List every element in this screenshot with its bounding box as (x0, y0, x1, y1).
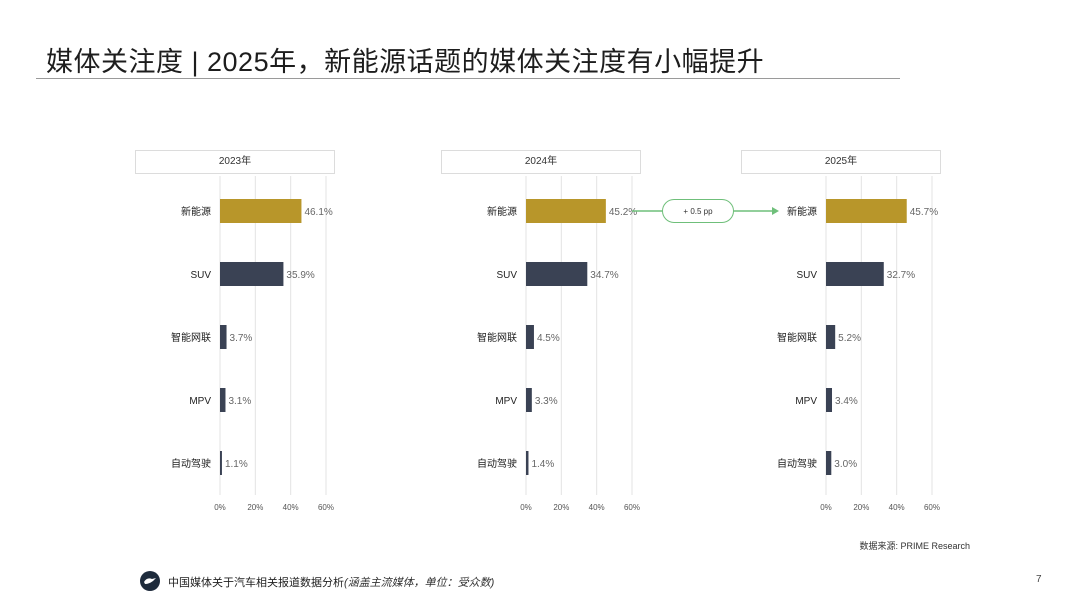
category-label: SUV (796, 270, 817, 281)
bar (220, 325, 227, 349)
category-label: 自动驾驶 (477, 457, 517, 470)
x-tick-label: 20% (247, 503, 263, 512)
bar (826, 451, 832, 475)
chart-2023-plot: 0% 20% 40% 60% 新能源 46.1% SUV 35.9% 智能网联 3.7% MPV 3.… (171, 176, 334, 512)
chart-2025-plot: 0% 20% 40% 60% 新能源 45.7% SUV 32.7% 智能网联 5.2% MPV 3.… (777, 176, 940, 512)
company-logo-icon (140, 571, 160, 591)
footer-note: (涵盖主流媒体，单位：受众数) (344, 577, 495, 589)
page-number: 7 (1036, 574, 1042, 585)
category-label: 自动驾驶 (171, 457, 211, 470)
category-label: 智能网联 (777, 331, 817, 344)
bar (526, 199, 606, 223)
category-label: 自动驾驶 (777, 457, 817, 470)
data-label: 3.1% (228, 396, 251, 407)
x-tick-label: 0% (214, 503, 226, 512)
change-bubble: + 0.5 pp (662, 199, 734, 223)
category-label: 智能网联 (171, 331, 211, 344)
category-label: MPV (795, 396, 817, 407)
data-label: 4.5% (537, 333, 560, 344)
x-tick-label: 0% (520, 503, 532, 512)
bar (826, 325, 836, 349)
data-label: 46.1% (304, 207, 332, 218)
category-label: 新能源 (487, 205, 517, 218)
footer-text: 中国媒体关于汽车相关报道数据分析(涵盖主流媒体，单位：受众数) (168, 574, 494, 590)
data-label: 3.0% (834, 459, 857, 470)
category-label: 智能网联 (477, 331, 517, 344)
chart-title: 2025年 (741, 150, 941, 174)
bar (526, 388, 532, 412)
data-label: 3.7% (230, 333, 253, 344)
bar (826, 262, 884, 286)
bar (526, 262, 588, 286)
x-tick-label: 60% (924, 503, 940, 512)
category-label: 新能源 (787, 205, 817, 218)
chart-2024: 2024年 0% 20% 40% 60% 新能源 45.2% SUV 34.7% 智能网联 4.5… (441, 150, 651, 520)
title-divider (36, 78, 900, 79)
source-note: 数据来源: PRIME Research (859, 541, 970, 551)
chart-2023: 2023年 0% 20% 40% 60% 新能源 46.1% SUV 35.9% 智能网联 3.7… (135, 150, 345, 520)
data-label: 3.4% (835, 396, 858, 407)
bar (826, 388, 833, 412)
bar (526, 451, 529, 475)
data-label: 35.9% (286, 270, 314, 281)
x-tick-label: 20% (553, 503, 569, 512)
data-label: 1.4% (531, 459, 554, 470)
category-label: SUV (496, 270, 517, 281)
bar (220, 199, 302, 223)
data-label: 34.7% (590, 270, 618, 281)
chart-title: 2023年 (135, 150, 335, 174)
footer-main: 中国媒体关于汽车相关报道数据分析 (168, 577, 344, 589)
x-tick-label: 0% (820, 503, 832, 512)
category-label: MPV (189, 396, 211, 407)
bar (220, 451, 222, 475)
data-label: 45.7% (910, 207, 938, 218)
category-label: SUV (190, 270, 211, 281)
data-label: 32.7% (887, 270, 915, 281)
chart-2025: 2025年 0% 20% 40% 60% 新能源 45.7% SUV 32.7% 智能网联 5.2… (741, 150, 951, 520)
data-label: 45.2% (609, 207, 637, 218)
category-label: 新能源 (181, 205, 211, 218)
chart-title: 2024年 (441, 150, 641, 174)
x-tick-label: 60% (318, 503, 334, 512)
bar (526, 325, 534, 349)
chart-2024-plot: 0% 20% 40% 60% 新能源 45.2% SUV 34.7% 智能网联 4.5% MPV 3.… (477, 176, 640, 512)
data-label: 3.3% (535, 396, 558, 407)
bar (826, 199, 907, 223)
x-tick-label: 40% (589, 503, 605, 512)
x-tick-label: 40% (889, 503, 905, 512)
category-label: MPV (495, 396, 517, 407)
data-label: 1.1% (225, 459, 248, 470)
bar (220, 262, 284, 286)
data-label: 5.2% (838, 333, 861, 344)
x-tick-label: 60% (624, 503, 640, 512)
bar (220, 388, 226, 412)
page-title: 媒体关注度 | 2025年，新能源话题的媒体关注度有小幅提升 (46, 47, 765, 77)
x-tick-label: 40% (283, 503, 299, 512)
x-tick-label: 20% (853, 503, 869, 512)
